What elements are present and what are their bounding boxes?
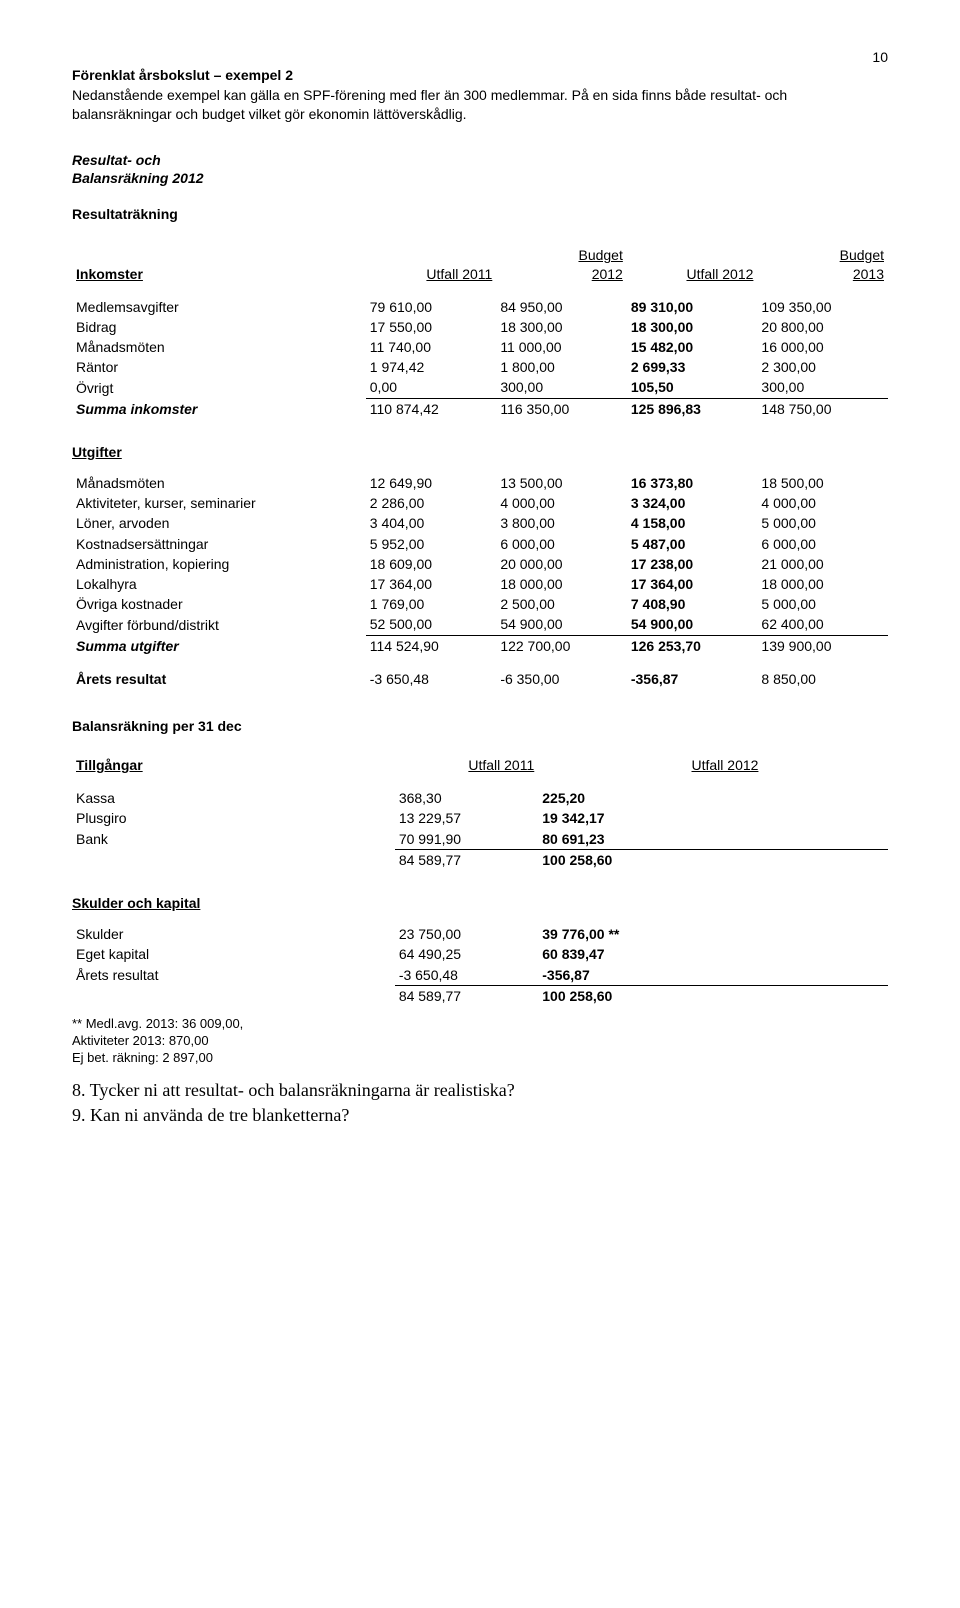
col-tillgangar: Tillgångar xyxy=(76,757,143,773)
arets-resultat: Årets resultat xyxy=(72,656,366,689)
section-title: Resultat- och Balansräkning 2012 xyxy=(72,151,888,187)
row-label: Medlemsavgifter xyxy=(72,284,366,317)
balans-heading: Balansräkning per 31 dec xyxy=(72,717,888,735)
col-inkomster: Inkomster xyxy=(76,266,143,282)
summa-utgifter: Summa utgifter xyxy=(72,635,366,656)
col-b-u2011: Utfall 2011 xyxy=(468,757,534,773)
expense-table: Månadsmöten12 649,9013 500,0016 373,8018… xyxy=(72,473,888,689)
footnote: ** Medl.avg. 2013: 36 009,00, Aktivitete… xyxy=(72,1016,888,1067)
question-8: 8. Tycker ni att resultat- och balansräk… xyxy=(72,1079,888,1102)
col-budget2013: Budget xyxy=(840,247,884,263)
col-b-u2012: Utfall 2012 xyxy=(692,757,759,773)
summa-inkomster: Summa inkomster xyxy=(72,398,366,419)
utgifter-heading: Utgifter xyxy=(72,443,888,461)
income-table: Inkomster Utfall 2011 Budget2012 Utfall … xyxy=(72,245,888,419)
page-number: 10 xyxy=(72,48,888,66)
col-utfall2012: Utfall 2012 xyxy=(686,266,753,282)
assets-table: Tillgångar Utfall 2011 Utfall 2012 Kassa… xyxy=(72,755,888,870)
question-9: 9. Kan ni använda de tre blanketterna? xyxy=(72,1104,888,1127)
col-utfall2011: Utfall 2011 xyxy=(426,266,492,282)
doc-heading: Förenklat årsbokslut – exempel 2 xyxy=(72,66,888,84)
skulder-heading: Skulder och kapital xyxy=(72,894,888,912)
col-budget2012: Budget xyxy=(578,247,622,263)
intro-text: Nedanstående exempel kan gälla en SPF-fö… xyxy=(72,86,888,122)
sub-title: Resultaträkning xyxy=(72,205,888,223)
liabilities-table: Skulder23 750,0039 776,00 ** Eget kapita… xyxy=(72,924,888,1006)
